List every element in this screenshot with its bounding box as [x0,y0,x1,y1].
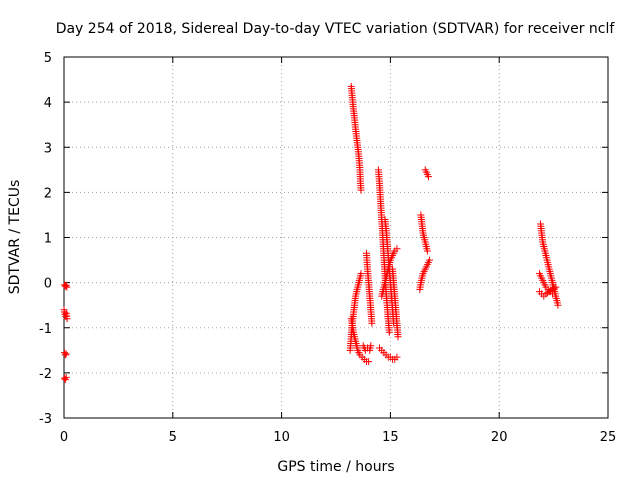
data-point [385,328,393,336]
y-tick-label: 5 [44,51,52,66]
data-point [550,284,558,292]
data-point [365,358,373,366]
data-point [394,333,402,341]
data-point [423,247,431,255]
data-points [60,82,562,384]
x-tick-label: 25 [600,430,617,445]
grid [64,57,608,418]
y-tick-label: 0 [44,277,52,292]
data-point [367,342,375,350]
axes-ticks: 0 5 10 15 20 25 -3 -2 -1 0 1 2 3 4 5 [39,51,616,445]
x-tick-label: 20 [491,430,508,445]
y-tick-label: 4 [44,96,52,111]
x-tick-label: 10 [273,430,290,445]
data-point [424,173,432,181]
y-tick-label: 3 [44,141,52,156]
data-point [554,301,562,309]
data-point [426,256,434,264]
data-point [60,374,68,382]
data-point [393,245,401,253]
y-axis-title: SDTVAR / TECUs [7,180,23,295]
chart-title: Day 254 of 2018, Sidereal Day-to-day VTE… [56,21,616,37]
data-point [63,283,71,291]
y-tick-label: 2 [44,186,52,201]
y-tick-label: 1 [44,232,52,247]
data-point [62,373,70,381]
x-tick-label: 0 [60,430,68,445]
data-point [61,282,69,290]
data-point [62,350,70,358]
data-point [368,319,376,327]
x-tick-label: 15 [382,430,399,445]
x-axis-title: GPS time / hours [277,459,394,475]
data-point [552,283,560,291]
data-point [357,186,365,194]
data-point [357,270,365,278]
data-point [63,315,71,323]
y-tick-label: -1 [39,322,52,337]
data-point [61,351,69,359]
data-point [393,353,401,361]
x-tick-label: 5 [169,430,177,445]
y-tick-label: -2 [39,367,52,382]
y-tick-label: -3 [39,412,52,427]
data-point [62,281,70,289]
